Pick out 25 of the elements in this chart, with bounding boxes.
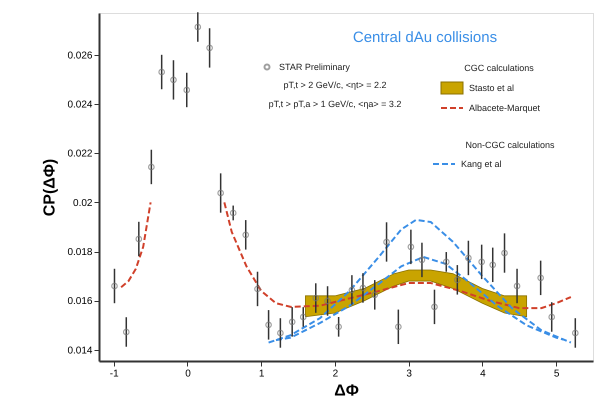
x-tick-label: 4 bbox=[480, 368, 486, 380]
annotation: CGC calculations bbox=[464, 63, 534, 73]
x-tick-label: -1 bbox=[110, 368, 120, 380]
annotation: Non-CGC calculations bbox=[465, 140, 556, 150]
x-tick-label: 0 bbox=[185, 368, 192, 380]
legend-label: Stasto et al bbox=[469, 83, 514, 93]
y-tick-label: 0.024 bbox=[67, 99, 93, 110]
annotation: pT,t > pT,a > 1 GeV/c, <ηa> = 3.2 bbox=[268, 99, 402, 109]
y-tick-label: 0.018 bbox=[67, 247, 93, 258]
y-tick-label: 0.014 bbox=[67, 345, 93, 356]
x-tick-label: 1 bbox=[258, 368, 265, 380]
y-tick-label: 0.02 bbox=[73, 198, 93, 209]
legend-label: STAR Preliminary bbox=[279, 62, 350, 72]
x-tick-label: 5 bbox=[554, 368, 560, 380]
legend-label: Albacete-Marquet bbox=[469, 103, 541, 113]
x-tick-label: 2 bbox=[332, 368, 339, 380]
x-axis-title: ΔΦ bbox=[334, 382, 359, 400]
legend-label: Kang et al bbox=[461, 159, 502, 169]
y-axis-title: CP(ΔΦ) bbox=[41, 158, 58, 216]
y-tick-label: 0.016 bbox=[67, 296, 93, 308]
y-tick-label: 0.022 bbox=[67, 148, 93, 160]
annotation: pT,t > 2 GeV/c, <ηt> = 2.2 bbox=[283, 80, 387, 90]
y-tick-label: 0.026 bbox=[67, 50, 93, 62]
x-tick-label: 3 bbox=[406, 368, 412, 380]
text: Central dAu collisions bbox=[352, 29, 498, 46]
